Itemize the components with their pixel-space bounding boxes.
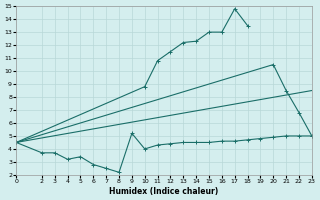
X-axis label: Humidex (Indice chaleur): Humidex (Indice chaleur) — [109, 187, 219, 196]
